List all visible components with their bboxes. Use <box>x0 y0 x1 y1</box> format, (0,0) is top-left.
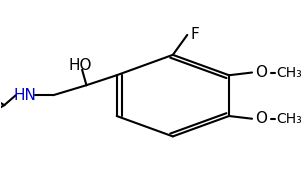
Text: F: F <box>191 26 200 42</box>
Text: HN: HN <box>13 88 36 103</box>
Text: CH₃: CH₃ <box>277 66 302 79</box>
Text: CH₃: CH₃ <box>277 112 302 126</box>
Text: O: O <box>255 65 267 80</box>
Text: O: O <box>255 111 267 126</box>
Text: HO: HO <box>69 58 92 73</box>
